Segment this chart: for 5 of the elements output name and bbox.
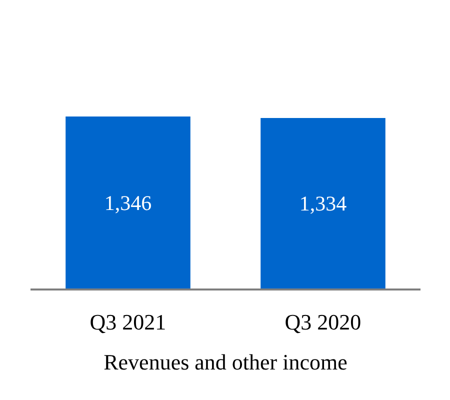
- x-tick-label: Q3 2020: [284, 310, 362, 334]
- data-label: 1,346: [104, 190, 152, 215]
- data-label: 1,334: [299, 192, 348, 216]
- x-axis-title: Revenues and other income: [104, 350, 348, 374]
- x-tick-label: Q3 2021: [90, 310, 166, 334]
